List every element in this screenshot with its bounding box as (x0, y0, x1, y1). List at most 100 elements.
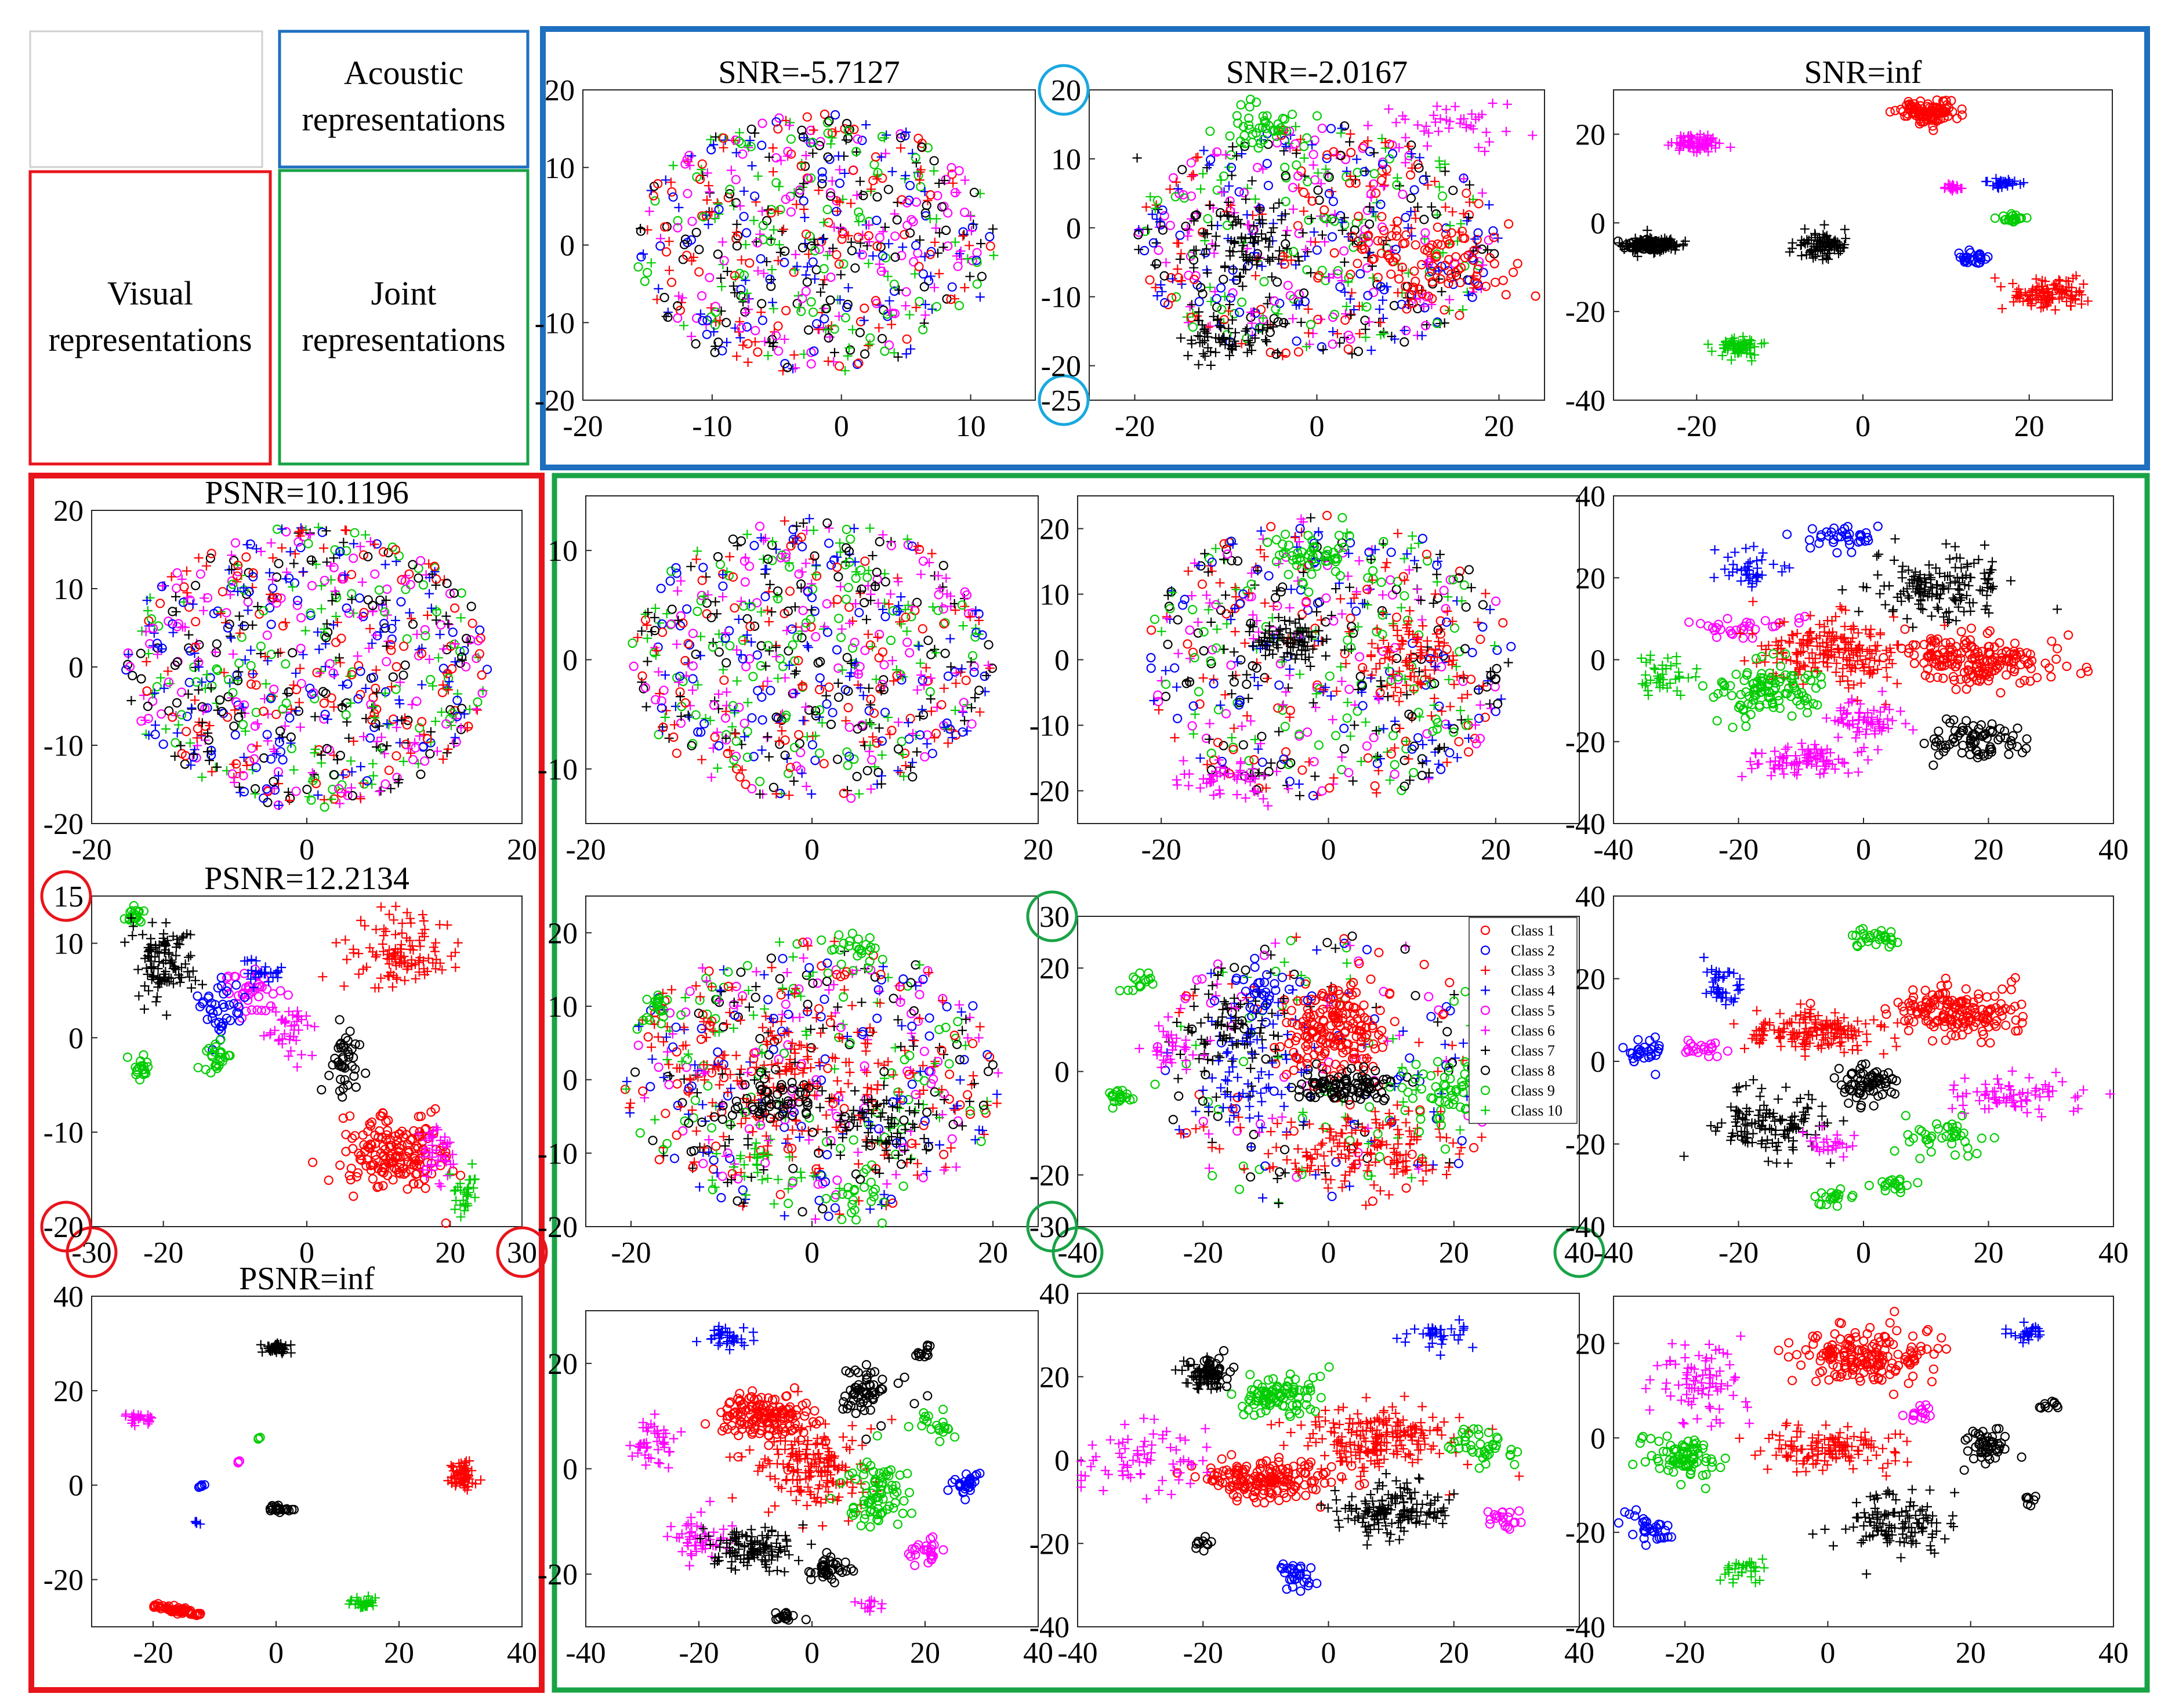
class-4-point (735, 333, 745, 343)
class-3-point (792, 200, 802, 209)
class-4-point (1309, 227, 1319, 237)
class-10-point (768, 304, 778, 314)
class-10-point (905, 310, 915, 320)
class-1-point (820, 109, 830, 119)
class-1-point (871, 296, 881, 306)
class-10-point (735, 128, 745, 137)
class-4-point (861, 120, 871, 130)
class-8-point (1158, 225, 1168, 235)
class-10-point (1313, 168, 1323, 178)
class-9-point (822, 118, 833, 128)
class-10-point (1150, 204, 1160, 213)
class-2-point (1359, 167, 1369, 177)
class-2-point (714, 204, 724, 215)
class-6-point (1394, 143, 1404, 153)
class-3-point (1430, 176, 1440, 186)
class-9-point (851, 147, 861, 157)
class-3-point (950, 294, 960, 304)
class-8-point (782, 362, 792, 372)
class-7-point (893, 352, 903, 362)
class-5-point (853, 134, 862, 144)
class-3-point (687, 256, 697, 266)
class-8-point (1414, 163, 1424, 173)
class-8-point (825, 295, 835, 305)
class-3-point (960, 283, 970, 292)
class-5-point (786, 207, 796, 217)
class-3-point (896, 143, 905, 153)
class-4-point (1199, 146, 1209, 155)
class-1-point (667, 187, 677, 197)
plot-axes-box (91, 1296, 523, 1627)
class-2-point (947, 282, 957, 292)
class-4-point (709, 327, 719, 337)
class-10-point (1321, 164, 1331, 174)
class-3-point (751, 197, 761, 207)
class-4-point (1366, 346, 1376, 355)
class-1-point (1299, 187, 1308, 197)
class-8-point (969, 187, 980, 197)
class-2-point (1326, 124, 1336, 133)
x-tick-label: 20 (435, 1236, 465, 1270)
class-8-point (1448, 186, 1458, 195)
class-5-point (673, 313, 683, 323)
class-3-point (958, 231, 968, 241)
class-2-point (756, 254, 766, 264)
class-3-point (719, 143, 728, 153)
class-1-point (802, 112, 812, 122)
class-9-point (633, 262, 643, 272)
class-7-point (938, 242, 948, 252)
class-6-point (1217, 187, 1227, 197)
class-1-point (745, 258, 755, 268)
class-9-point (1369, 169, 1379, 179)
class-5-point (857, 250, 868, 260)
class-5-point (1154, 245, 1163, 255)
class-3-point (804, 249, 814, 259)
x-tick-label: -20 (563, 410, 603, 443)
class-3-point (1469, 283, 1479, 293)
class-9-point (650, 196, 660, 206)
class-4-point (855, 248, 865, 258)
class-9-point (698, 212, 709, 222)
class-1-point (766, 208, 776, 217)
class-2-point (1328, 197, 1338, 206)
class-5-point (902, 198, 912, 208)
class-2-point (1216, 283, 1226, 293)
class-7-point (846, 237, 856, 247)
class-3-point (864, 340, 873, 350)
class-8-point (1365, 219, 1375, 229)
class-9-point (738, 292, 748, 302)
class-10-point (763, 351, 773, 361)
class-4-point (1205, 160, 1214, 170)
class-8-point (845, 345, 855, 355)
acoustic-header-box (278, 30, 530, 169)
class-9-point (1229, 309, 1239, 319)
y-tick-label: 20 (1575, 118, 1605, 151)
class-3-point (1459, 209, 1469, 219)
class-10-point (767, 264, 777, 274)
class-2-point (739, 212, 749, 222)
class-8-point (824, 333, 833, 343)
class-10-point (1435, 162, 1445, 172)
class-8-point (691, 339, 701, 349)
class-6-point (791, 249, 800, 259)
class-4-point (1134, 225, 1144, 235)
class-2-point (900, 131, 910, 141)
class-4-point (833, 151, 843, 161)
plot-axes-box (1089, 89, 1545, 401)
class-8-point (1181, 222, 1191, 231)
class-3-point (768, 167, 778, 177)
class-3-point (1346, 171, 1355, 181)
class-3-point (732, 351, 742, 361)
acoustic-header-line2: representations (302, 100, 505, 138)
class-9-point (823, 128, 833, 138)
class-9-point (673, 216, 683, 226)
class-3-point (743, 357, 753, 367)
class-3-point (702, 195, 712, 205)
class-5-point (806, 359, 816, 369)
class-6-point (685, 161, 695, 171)
class-3-point (916, 165, 926, 175)
class-5-point (1253, 162, 1263, 172)
class-10-point (1361, 332, 1371, 342)
class-6-point (655, 234, 665, 244)
class-2-point (1459, 173, 1469, 183)
